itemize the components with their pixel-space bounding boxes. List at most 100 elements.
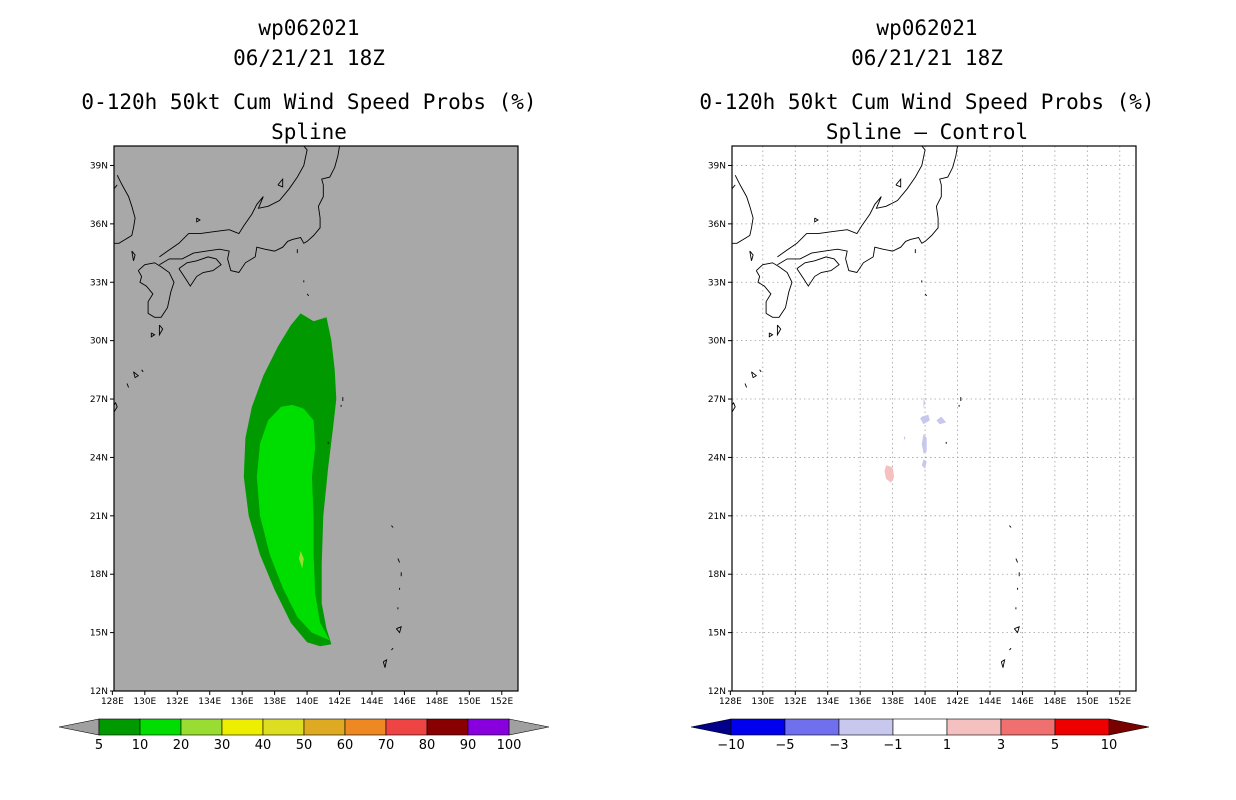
coastline <box>1009 647 1012 651</box>
negative-difference-area <box>920 414 930 425</box>
coastline <box>131 250 136 261</box>
lat-label-33N: 33N <box>90 278 108 288</box>
coastline <box>744 383 748 388</box>
colorbar-label: 20 <box>173 738 190 753</box>
coastline <box>159 146 340 274</box>
coastline <box>150 332 156 338</box>
coastline <box>126 383 130 388</box>
negative-difference-area <box>921 459 927 470</box>
colorbar-label: 80 <box>419 738 436 753</box>
lon-label-128E: 128E <box>101 697 124 707</box>
map-background <box>732 146 1136 691</box>
coastline <box>924 293 928 297</box>
difference-panel: wp062021 06/21/21 18Z 0-120h 50kt Cum Wi… <box>618 0 1236 800</box>
lon-label-138E: 138E <box>881 697 904 707</box>
map-content <box>114 146 402 668</box>
coastline <box>391 525 394 528</box>
colorbar: 5 10 20 30 40 50 60 70 80 90 100 <box>58 718 550 753</box>
colorbar-segment <box>946 718 1002 736</box>
colorbar-segment <box>784 718 840 736</box>
lon-label-132E: 132E <box>784 697 807 707</box>
colorbar-over-arrow <box>508 718 550 736</box>
product-title: 0-120h 50kt Cum Wind Speed Probs (%) <box>81 90 537 114</box>
lat-label-24N: 24N <box>708 453 726 463</box>
coastline <box>306 293 310 297</box>
lon-label-136E: 136E <box>231 697 254 707</box>
lon-label-146E: 146E <box>393 697 416 707</box>
negative-difference-area <box>921 434 927 454</box>
colorbar-label: 30 <box>214 738 231 753</box>
coastline <box>137 262 175 318</box>
colorbar-label: 100 <box>497 738 522 753</box>
coastline <box>114 174 136 244</box>
lon-label-148E: 148E <box>1043 697 1066 707</box>
colorbar-segment <box>385 718 428 736</box>
coastline <box>796 256 840 287</box>
subtitle: Spline <box>271 120 347 144</box>
lat-label-39N: 39N <box>708 161 726 171</box>
coastline <box>751 371 758 379</box>
colorbar-label: 50 <box>296 738 313 753</box>
lon-label-136E: 136E <box>849 697 872 707</box>
lon-label-150E: 150E <box>458 697 481 707</box>
coastline <box>777 146 926 258</box>
lon-label-148E: 148E <box>425 697 448 707</box>
lat-label-12N: 12N <box>708 687 726 697</box>
lat-label-18N: 18N <box>90 570 108 580</box>
lon-label-134E: 134E <box>816 697 839 707</box>
colorbar-segment <box>180 718 223 736</box>
lat-label-12N: 12N <box>90 687 108 697</box>
coastline <box>777 146 958 274</box>
colorbar-label: 70 <box>378 738 395 753</box>
colorbar-label: 90 <box>460 738 477 753</box>
colorbar-segment <box>1054 718 1110 736</box>
lat-label-24N: 24N <box>90 453 108 463</box>
colorbar-segment <box>892 718 948 736</box>
map-frame <box>731 145 1137 692</box>
lon-label-140E: 140E <box>296 697 319 707</box>
colorbar-label: 3 <box>997 738 1005 753</box>
lat-label-27N: 27N <box>708 395 726 405</box>
coastline <box>1009 525 1012 528</box>
spline-panel: wp062021 06/21/21 18Z 0-120h 50kt Cum Wi… <box>58 16 550 753</box>
coastline <box>895 177 902 188</box>
coastline <box>755 262 793 318</box>
lon-label-132E: 132E <box>166 697 189 707</box>
coastline <box>114 402 118 413</box>
colorbar-segment <box>139 718 182 736</box>
spline-control-difference-map: 128E 130E 132E 134E 136E 138E 140E 142E 144E 146E… <box>690 145 1150 753</box>
product-title: 0-120h 50kt Cum Wind Speed Probs (%) <box>699 90 1155 114</box>
colorbar: −10 −5 −3 −1 1 3 5 10 <box>690 718 1150 753</box>
date-title: 06/21/21 18Z <box>851 46 1003 70</box>
lat-label-15N: 15N <box>708 629 726 639</box>
lat-label-18N: 18N <box>708 570 726 580</box>
coastline <box>141 369 144 373</box>
colorbar-label: −10 <box>717 738 744 753</box>
map-content <box>732 146 1136 691</box>
negative-difference-area <box>936 416 947 425</box>
lon-label-130E: 130E <box>751 697 774 707</box>
negative-difference-area <box>923 397 926 409</box>
coastline <box>159 146 308 258</box>
coastline <box>749 250 754 261</box>
colorbar-label: 1 <box>943 738 951 753</box>
coastline <box>732 184 736 190</box>
colorbar-segment <box>303 718 346 736</box>
coastline <box>397 558 401 563</box>
colorbar-segment <box>1000 718 1056 736</box>
lon-label-138E: 138E <box>263 697 286 707</box>
lon-label-152E: 152E <box>1108 697 1131 707</box>
lon-label-130E: 130E <box>133 697 156 707</box>
colorbar-segment <box>262 718 305 736</box>
lon-label-134E: 134E <box>198 697 221 707</box>
coastline <box>114 184 118 190</box>
coastline <box>759 369 762 373</box>
colorbar-segment <box>426 718 469 736</box>
storm-id-title: wp062021 <box>258 16 360 40</box>
colorbar-label: 60 <box>337 738 354 753</box>
colorbar-label: 5 <box>95 738 103 753</box>
coastline <box>178 256 222 287</box>
coastline <box>1015 558 1019 563</box>
lon-label-144E: 144E <box>979 697 1002 707</box>
negative-difference-area <box>904 436 906 440</box>
